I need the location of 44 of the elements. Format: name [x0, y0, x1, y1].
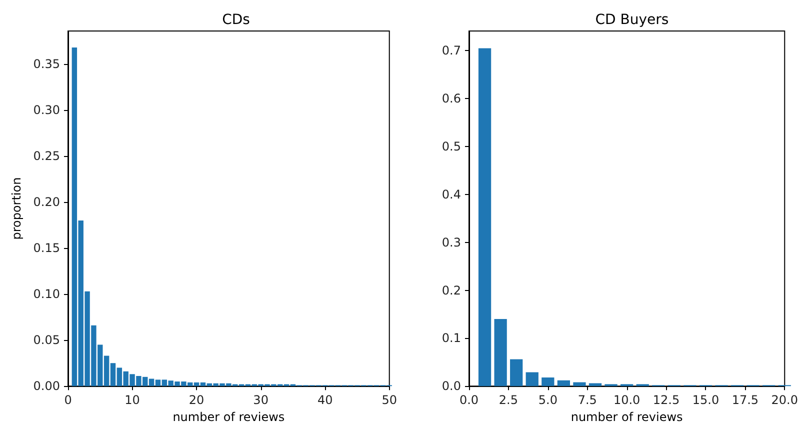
y-tick-label: 0.10	[33, 287, 60, 302]
y-tick-label: 0.1	[442, 331, 461, 346]
x-tick-label: 20.0	[771, 393, 798, 408]
x-tick-label: 2.5	[498, 393, 518, 408]
x-axis-title: number of reviews	[172, 410, 285, 424]
y-tick-label: 0.05	[33, 333, 60, 348]
y-tick-label: 0.30	[33, 103, 60, 118]
x-tick-label: 15.0	[692, 393, 720, 408]
y-tick-label: 0.2	[442, 283, 461, 298]
x-tick-label: 17.5	[732, 393, 759, 408]
bar	[526, 372, 538, 386]
x-tick-label: 40	[317, 393, 333, 408]
x-tick-label: 50	[382, 393, 398, 408]
chart-title: CD Buyers	[595, 12, 669, 28]
y-tick-label: 0.0	[442, 379, 461, 394]
y-tick-label: 0.5	[442, 139, 461, 154]
y-tick-label: 0.4	[442, 187, 461, 202]
bar	[542, 377, 554, 386]
y-axis-title: proportion	[9, 177, 24, 240]
x-tick-label: 0.0	[459, 393, 479, 408]
bar	[588, 383, 602, 386]
bar	[494, 319, 507, 386]
chart-title: CDs	[222, 12, 250, 28]
bar	[478, 48, 492, 386]
x-tick-label: 5.0	[538, 393, 558, 408]
y-tick-label: 0.25	[33, 149, 60, 164]
y-tick-label: 0.6	[442, 92, 461, 106]
x-tick-label: 20	[188, 393, 204, 408]
y-tick-label: 0.15	[33, 241, 60, 256]
y-tick-label: 0.3	[442, 235, 461, 250]
x-axis-title: number of reviews	[570, 410, 683, 424]
bar	[573, 382, 586, 386]
x-tick-label: 7.5	[578, 393, 597, 408]
x-tick-label: 10.0	[613, 393, 640, 408]
x-tick-label: 12.5	[652, 393, 680, 408]
x-tick-label: 30	[253, 393, 268, 408]
y-tick-label: 0.20	[33, 195, 60, 210]
y-tick-label: 0.7	[442, 44, 461, 58]
y-tick-label: 0.00	[33, 379, 60, 394]
x-tick-label: 0	[64, 393, 72, 408]
x-tick-label: 10	[124, 393, 140, 408]
bar	[557, 380, 570, 386]
y-tick-label: 0.35	[33, 57, 60, 72]
bar	[510, 359, 523, 386]
